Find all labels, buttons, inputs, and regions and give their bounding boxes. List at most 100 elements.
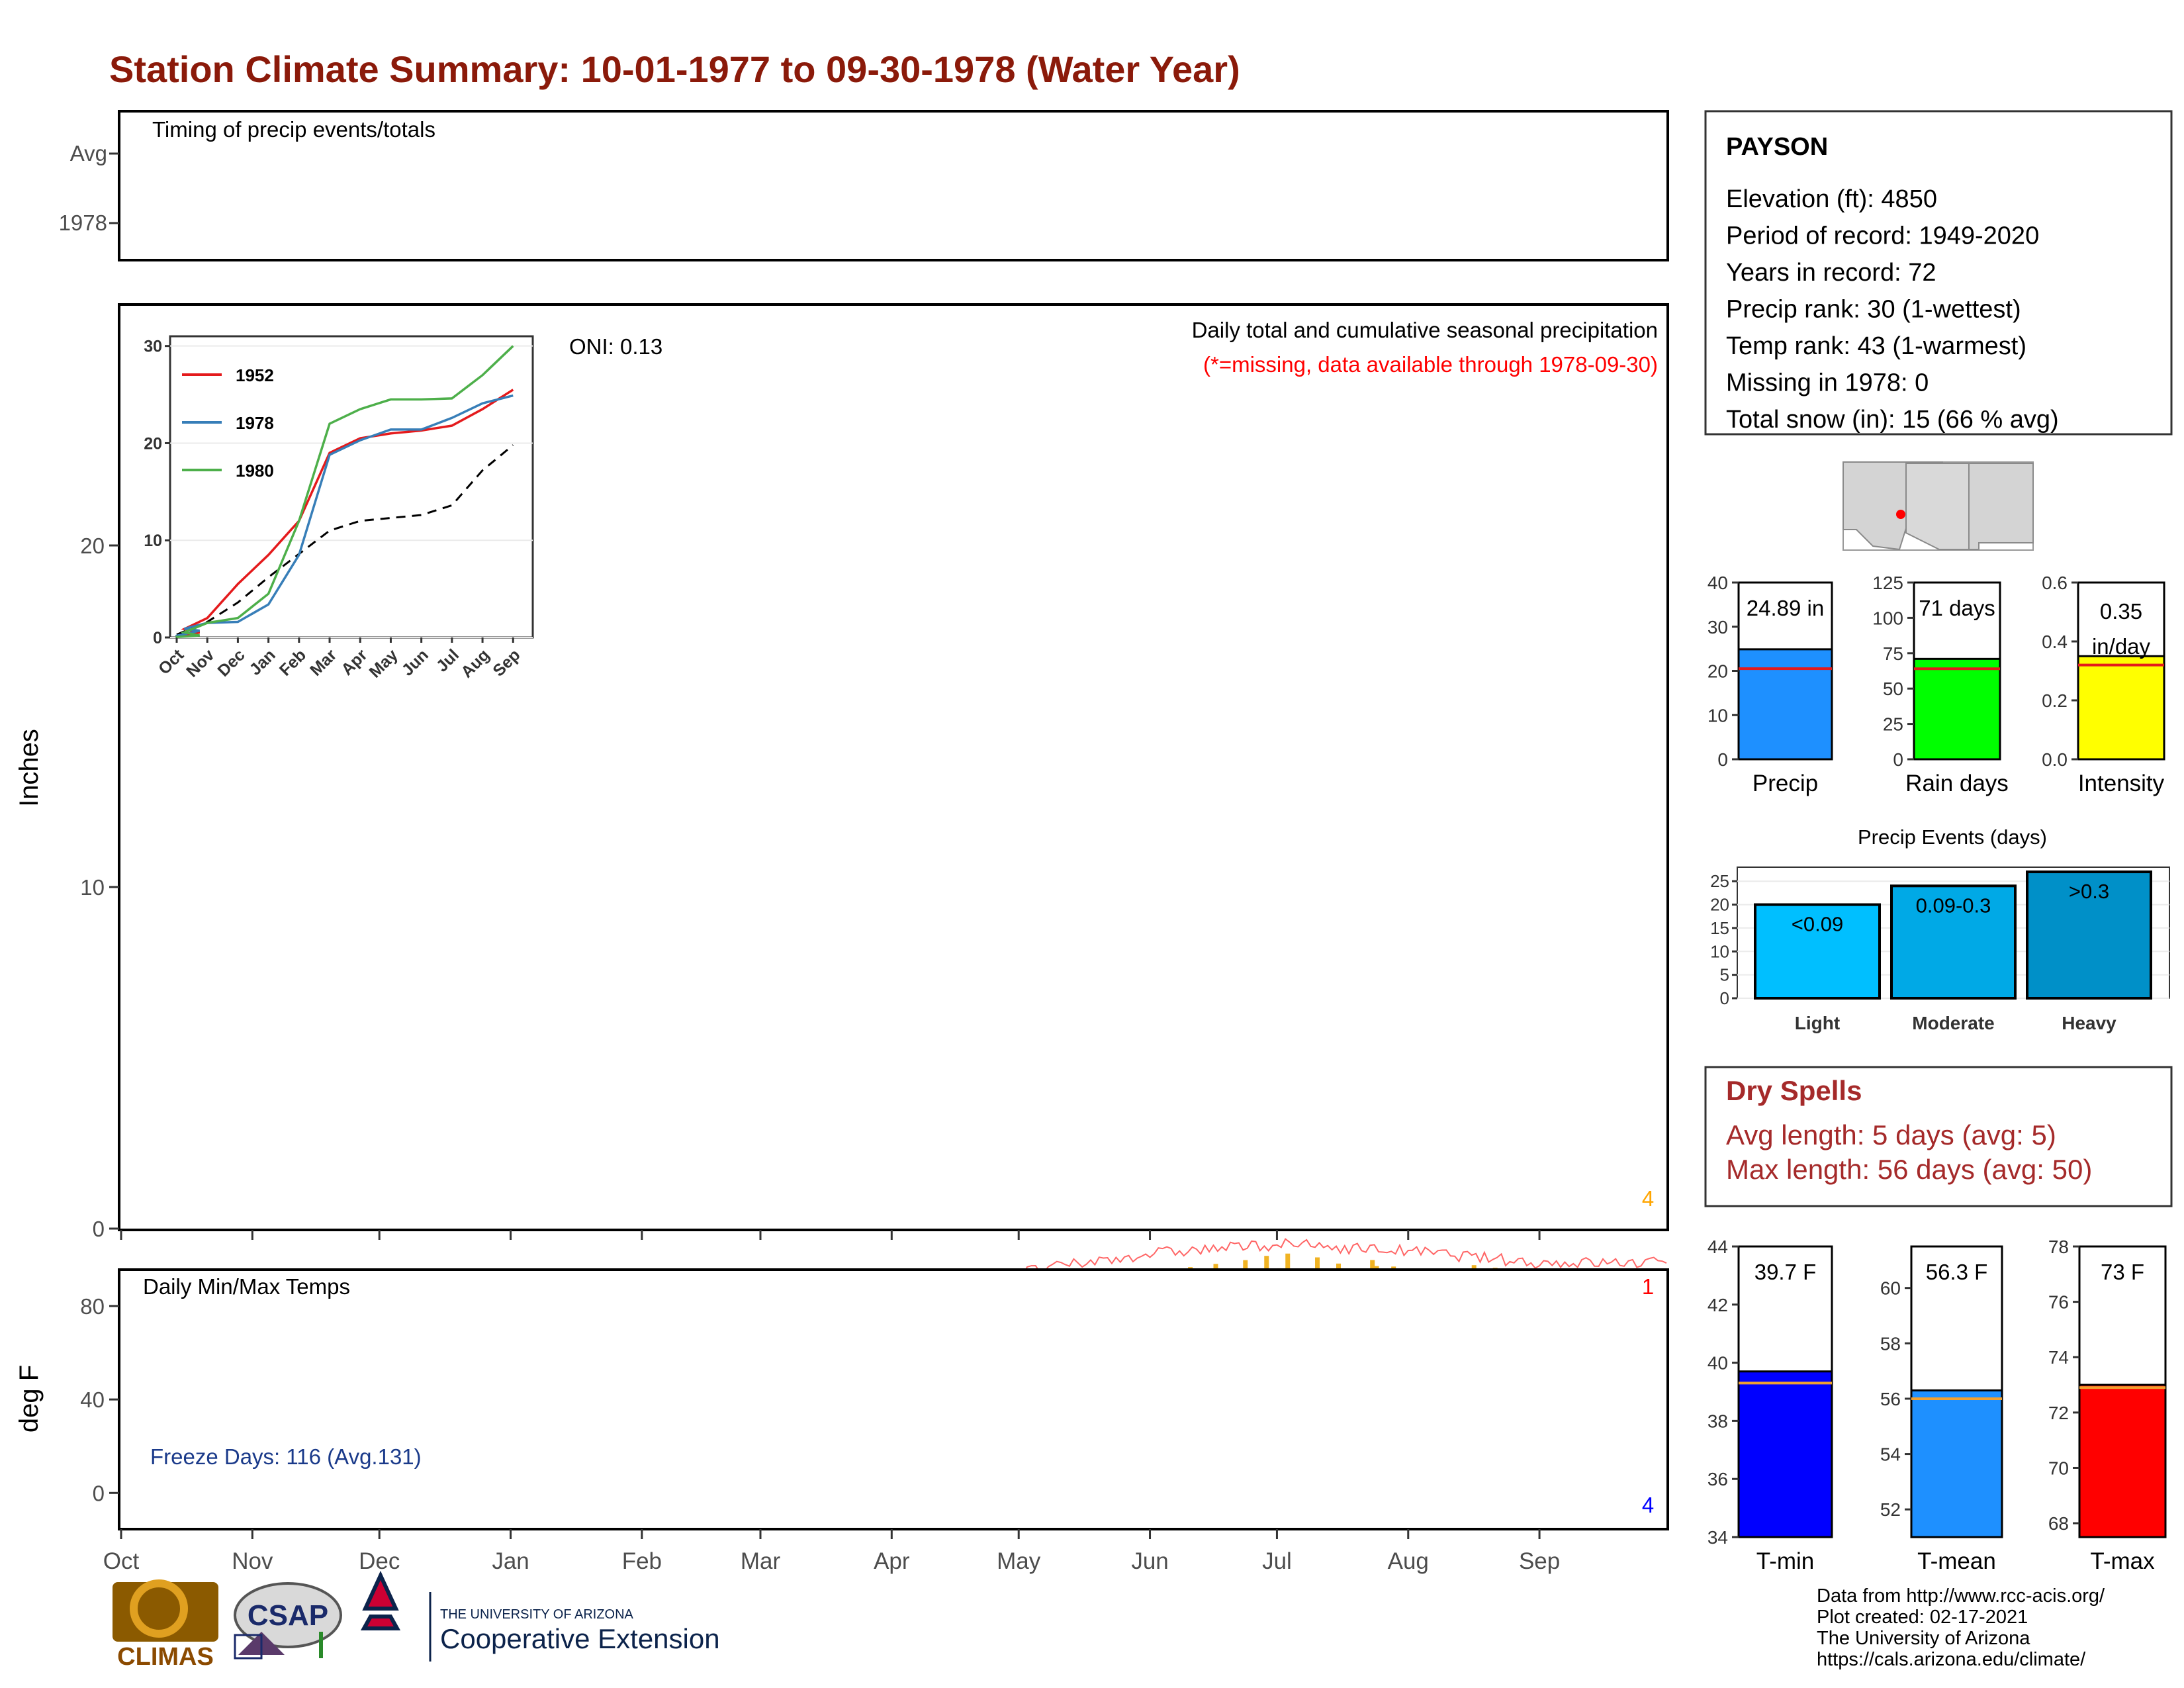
timing-panel-frame	[118, 110, 1669, 261]
month-label: May	[997, 1548, 1041, 1574]
temp-bar-tick-label: 58	[1880, 1333, 1901, 1354]
station-info-line: Period of record: 1949-2020	[1726, 222, 2039, 250]
temp-bar-tick-label: 52	[1880, 1499, 1901, 1520]
summary-bar-tick-label: 0	[1717, 749, 1728, 770]
dry-spells-frame	[1704, 1066, 2173, 1207]
timing-row-label-year: 1978	[59, 211, 107, 235]
temp-bar-tick-label: 78	[2048, 1237, 2069, 1257]
summary-bar-value-label: 71 days	[1919, 596, 1995, 620]
inset-avg-line	[176, 444, 514, 635]
temp-bar-tick-label: 70	[2048, 1458, 2069, 1478]
event-bar-value-label: 0.09-0.3	[1916, 894, 1991, 917]
temp-bar-tick-label: 42	[1707, 1295, 1728, 1315]
inset-series-line	[175, 345, 514, 639]
inset-plot-area	[169, 335, 534, 639]
credit-line: Plot created: 02-17-2021	[1817, 1607, 2028, 1628]
month-label: Feb	[622, 1548, 662, 1574]
temp-bar-value-label: 56.3 F	[1926, 1260, 1988, 1284]
event-bar	[1890, 884, 2017, 1000]
inset-y-tick-label: 30	[144, 338, 162, 356]
temp-bar-charts: 34 36 38 40 42 44 39.7 F T-min 52 54 56 58 60 56.3 F T…	[1707, 1237, 2167, 1574]
station-info-line: Elevation (ft): 4850	[1726, 185, 1937, 213]
summary-bar-tick-label: 25	[1883, 714, 1903, 735]
inset-y-tick-label: 10	[144, 532, 162, 550]
timing-heading: Timing of precip events/totals	[152, 117, 435, 142]
dry-spells-max: Max length: 56 days (avg: 50)	[1726, 1154, 2092, 1185]
precip-y-label: Inches	[15, 729, 44, 807]
csap-logo: CSAP	[234, 1582, 342, 1660]
temp-bottom-count: 4	[1642, 1493, 1654, 1517]
freeze-days-label: Freeze Days: 116 (Avg.131)	[150, 1444, 422, 1469]
temp-bar-tick-label: 40	[1707, 1353, 1728, 1374]
precip-events-title: Precip Events (days)	[1858, 825, 2047, 849]
temp-bar-name: T-mean	[1917, 1548, 1996, 1574]
missing-note: (*=missing, data available through 1978-…	[1203, 352, 1658, 377]
ua-small-text: THE UNIVERSITY OF ARIZONA	[440, 1607, 634, 1622]
summary-bar-tick-label: 10	[1707, 705, 1728, 726]
month-label: Sep	[1519, 1548, 1560, 1574]
credit-line: Data from http://www.rcc-acis.org/	[1817, 1585, 2105, 1607]
summary-bar-name: Intensity	[2078, 771, 2165, 796]
summary-bar-fill	[1737, 648, 1833, 761]
summary-bar-fill	[2077, 655, 2165, 761]
event-bar	[2026, 870, 2152, 1000]
station-location-marker	[1896, 510, 1905, 519]
temp-y-tick-label: 80	[80, 1294, 105, 1319]
temp-y-label: deg F	[15, 1365, 44, 1432]
summary-bar-value-label: 24.89 in	[1747, 596, 1824, 620]
temp-bar-tick-label: 44	[1707, 1237, 1728, 1257]
summary-bar-name: Precip	[1752, 771, 1818, 796]
temp-bar-tick-label: 56	[1880, 1389, 1901, 1409]
events-tick-label: 25	[1710, 871, 1729, 891]
summary-bar-name: Rain days	[1905, 771, 2009, 796]
climas-logo-text: CLIMAS	[117, 1643, 214, 1671]
temp-bar-tick-label: 76	[2048, 1292, 2069, 1313]
inset-legend-label: 1952	[236, 365, 274, 385]
station-info-line: Temp rank: 43 (1-warmest)	[1726, 332, 2026, 360]
temp-bar-value-label: 39.7 F	[1754, 1260, 1817, 1284]
events-tick-label: 15	[1710, 918, 1729, 938]
month-label: Nov	[232, 1548, 273, 1574]
precip-panel: 0 10 20 Inches ONI: 0.13 Daily total and c…	[15, 303, 1669, 1241]
temp-bar-tick-label: 72	[2048, 1403, 2069, 1423]
month-label: Aug	[1388, 1548, 1429, 1574]
summary-bar-tick-label: 20	[1707, 661, 1728, 682]
precip-y-tick-label: 0	[93, 1217, 105, 1241]
month-axis: Oct Nov Dec Jan Feb Mar Apr May Jun Jul Aug Sep	[103, 1230, 1560, 1574]
events-tick-label: 10	[1710, 941, 1729, 961]
temp-bar-tick-label: 38	[1707, 1411, 1728, 1431]
month-label: Apr	[874, 1548, 910, 1574]
summary-bar-tick-label: 125	[1872, 573, 1903, 593]
summary-bar-fill	[1913, 657, 2001, 761]
station-info-line: Years in record: 72	[1726, 259, 1936, 287]
station-info-line: Precip rank: 30 (1-wettest)	[1726, 296, 2021, 324]
station-name: PAYSON	[1726, 133, 1828, 161]
temp-bar-fill	[1910, 1389, 2003, 1538]
dry-spells-box: Dry Spells Avg length: 5 days (avg: 5) M…	[1704, 1066, 2173, 1207]
temp-bar-tick-label: 60	[1880, 1278, 1901, 1299]
temp-bar-fill	[2078, 1383, 2167, 1538]
ua-logo: THE UNIVERSITY OF ARIZONA Cooperative Ex…	[360, 1570, 720, 1662]
summary-bar-tick-label: 50	[1883, 679, 1903, 699]
station-info-box: PAYSON Elevation (ft): 4850 Period of rec…	[1704, 110, 2173, 436]
location-map	[1843, 461, 2034, 551]
month-label: Dec	[359, 1548, 400, 1574]
precip-y-axis: 0 10 20	[80, 534, 119, 1241]
month-label: Jun	[1131, 1548, 1168, 1574]
precip-y-tick-label: 10	[80, 875, 105, 900]
temp-panel: 0 40 80 deg F Daily Min/Max Temps 1 4 Free…	[15, 1238, 1669, 1530]
summary-bar-tick-label: 75	[1883, 643, 1903, 664]
temp-heading: Daily Min/Max Temps	[143, 1274, 350, 1299]
precip-events-plot: 0 5 10 15 20 25 <0.09 Light 0.09-0.3 Moderate >0.3…	[1710, 867, 2170, 1033]
month-label: Jul	[1262, 1548, 1292, 1574]
station-box-frame	[1704, 110, 2173, 436]
temp-bar-tick-label: 54	[1880, 1444, 1901, 1465]
inset-y-tick-label: 20	[144, 434, 162, 453]
credits-block: Data from http://www.rcc-acis.org/ Plot …	[1817, 1585, 2161, 1670]
dry-spells-title: Dry Spells	[1726, 1075, 1862, 1106]
event-bar-category-label: Moderate	[1912, 1013, 1994, 1033]
csap-cloud-icon	[234, 1582, 342, 1648]
summary-bar-unit-label: in/day	[2092, 634, 2151, 659]
